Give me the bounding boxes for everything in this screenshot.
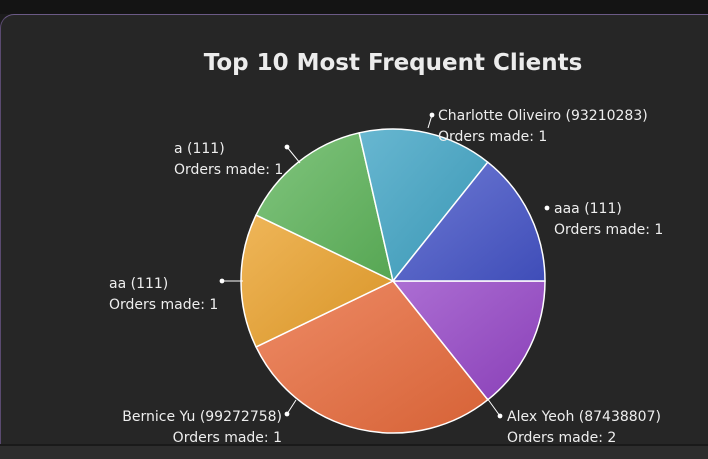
label-connector [286,146,301,164]
pie-slice-alex-yeoh-87438807[interactable] [255,280,489,434]
pie-slice-aaa-111[interactable] [392,280,546,401]
slice-label-value: Orders made: 1 [173,430,282,446]
label-dot [284,144,290,150]
slice-label-value: Orders made: 1 [438,129,547,145]
label-dot [429,112,435,118]
slice-label-name: aaa (111) [554,201,622,217]
pie-slice-aa-111[interactable] [255,132,394,282]
pie-slice-a-111[interactable] [358,128,489,282]
top-strip [0,0,708,14]
label-dot [497,413,503,419]
slice-label-value: Orders made: 2 [507,430,616,446]
slice-label-name: Bernice Yu (99272758) [122,409,282,425]
slice-label-name: Charlotte Oliveiro (93210283) [438,108,648,124]
chart-title: Top 10 Most Frequent Clients [204,50,583,76]
label-dot [544,205,550,211]
label-dot [219,278,225,284]
label-dot [284,411,290,417]
slice-label-name: a (111) [174,141,225,157]
pie-slice-charlotte-oliveiro-93210283[interactable] [392,161,546,282]
slice-label-value: Orders made: 1 [554,222,663,238]
slice-label-name: aa (111) [109,276,168,292]
label-connector [286,399,297,415]
slice-label-value: Orders made: 1 [174,162,283,178]
label-connector [486,397,501,417]
slice-label-value: Orders made: 1 [109,297,218,313]
slice-label-name: Alex Yeoh (87438807) [507,409,661,425]
bottom-scrollbar[interactable] [0,444,708,459]
